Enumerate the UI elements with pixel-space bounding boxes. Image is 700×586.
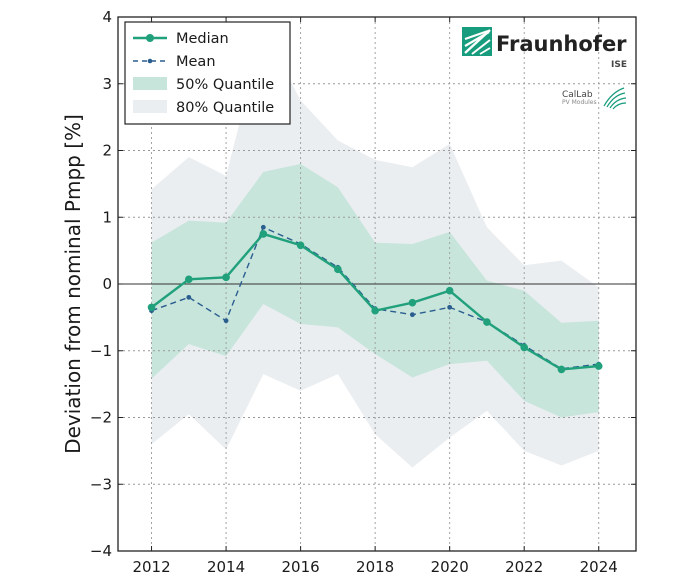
y-tick-label: −2 [90, 409, 112, 427]
series-median-point [259, 230, 268, 238]
series-median-point [222, 273, 230, 282]
series-mean-point [260, 224, 266, 230]
legend: Median Mean 50% Quantile 80% Quantile [124, 21, 291, 125]
series-mean-point [410, 312, 415, 318]
callab-logo-text: CalLab [562, 90, 593, 100]
series-mean-point [186, 294, 192, 300]
x-tick-label: 2022 [505, 558, 543, 576]
series-median-point [483, 318, 491, 326]
legend-q80-swatch [133, 100, 167, 113]
x-tick-label: 2024 [580, 558, 618, 576]
callab-logo-mark [603, 87, 627, 110]
legend-q80-label: 80% Quantile [176, 100, 274, 116]
x-tick-label: 2016 [282, 558, 320, 576]
series-median-point [557, 365, 566, 374]
legend-median-label: Median [176, 31, 229, 47]
series-median-point [445, 286, 454, 295]
y-tick-label: 0 [102, 275, 112, 293]
series-median-point [296, 241, 305, 250]
series-median-point [147, 303, 156, 312]
legend-mean-label: Mean [176, 54, 216, 70]
legend-q50-label: 50% Quantile [176, 77, 274, 93]
legend-median-marker [146, 34, 154, 42]
y-tick-label: 2 [102, 142, 112, 160]
series-median-point [371, 306, 379, 315]
series-median-point [334, 265, 342, 274]
legend-mean-marker [147, 58, 153, 64]
fraunhofer-logo-mark [462, 27, 492, 56]
fraunhofer-logo-unit: ISE [611, 60, 627, 70]
y-tick-label: −1 [90, 342, 112, 360]
series-mean-point [223, 318, 229, 324]
x-tick-label: 2018 [356, 558, 394, 576]
series-median-point [520, 343, 529, 352]
y-tick-label: 4 [102, 8, 112, 26]
x-tick-label: 2014 [207, 558, 245, 576]
y-axis-title: Deviation from nominal Pmpp [%] [61, 114, 85, 454]
y-tick-label: −4 [90, 542, 112, 560]
legend-q50-swatch [133, 77, 167, 90]
callab-logo: CalLab PV Modules [562, 87, 627, 110]
fraunhofer-logo-text: Fraunhofer [496, 32, 627, 56]
series-layer [147, 224, 603, 374]
axis-ticks: 2012 2014 2016 2018 2020 2022 2024 −4 −3 −2 −1 0 1 2 3… [90, 8, 636, 576]
y-tick-label: −3 [90, 475, 112, 493]
y-tick-label: 1 [102, 208, 112, 226]
callab-logo-subtext: PV Modules [562, 99, 597, 106]
series-median-point [408, 298, 417, 307]
series-mean-point [447, 304, 453, 310]
y-tick-label: 3 [102, 75, 112, 93]
fraunhofer-logo: Fraunhofer ISE [462, 27, 627, 70]
x-tick-label: 2020 [431, 558, 469, 576]
series-median-point [594, 362, 603, 370]
x-tick-label: 2012 [132, 558, 170, 576]
series-median-point [185, 275, 193, 284]
